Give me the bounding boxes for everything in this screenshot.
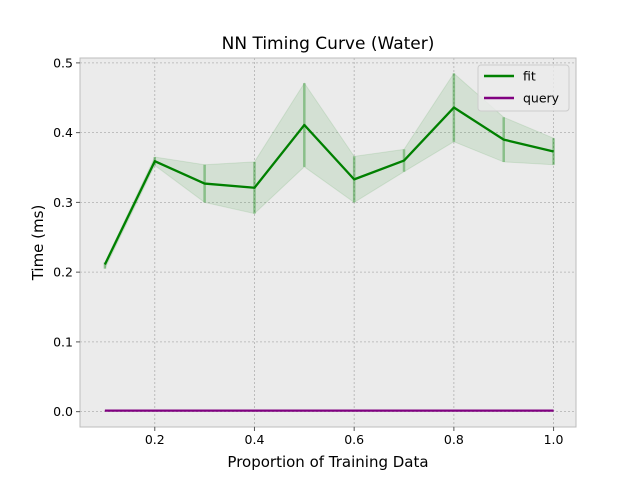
chart-title: NN Timing Curve (Water) bbox=[222, 34, 435, 54]
y-tick-label: 0.4 bbox=[53, 125, 73, 140]
y-tick-label: 0.5 bbox=[53, 55, 73, 70]
legend: fit query bbox=[478, 65, 569, 111]
x-tick-label: 0.8 bbox=[444, 432, 464, 447]
x-axis-label: Proportion of Training Data bbox=[227, 453, 428, 471]
y-tick-label: 0.2 bbox=[53, 265, 73, 280]
y-axis: 0.0 0.1 0.2 0.3 0.4 0.5 bbox=[53, 55, 80, 419]
legend-label-fit: fit bbox=[523, 69, 536, 84]
x-tick-label: 0.6 bbox=[344, 432, 364, 447]
x-tick-label: 0.2 bbox=[145, 432, 165, 447]
y-tick-label: 0.1 bbox=[53, 334, 73, 349]
y-tick-label: 0.3 bbox=[53, 195, 73, 210]
x-axis: 0.2 0.4 0.6 0.8 1.0 bbox=[145, 427, 564, 447]
x-tick-label: 0.4 bbox=[245, 432, 265, 447]
y-axis-label: Time (ms) bbox=[29, 205, 47, 282]
legend-label-query: query bbox=[523, 91, 560, 106]
y-tick-label: 0.0 bbox=[53, 404, 73, 419]
x-tick-label: 1.0 bbox=[544, 432, 564, 447]
